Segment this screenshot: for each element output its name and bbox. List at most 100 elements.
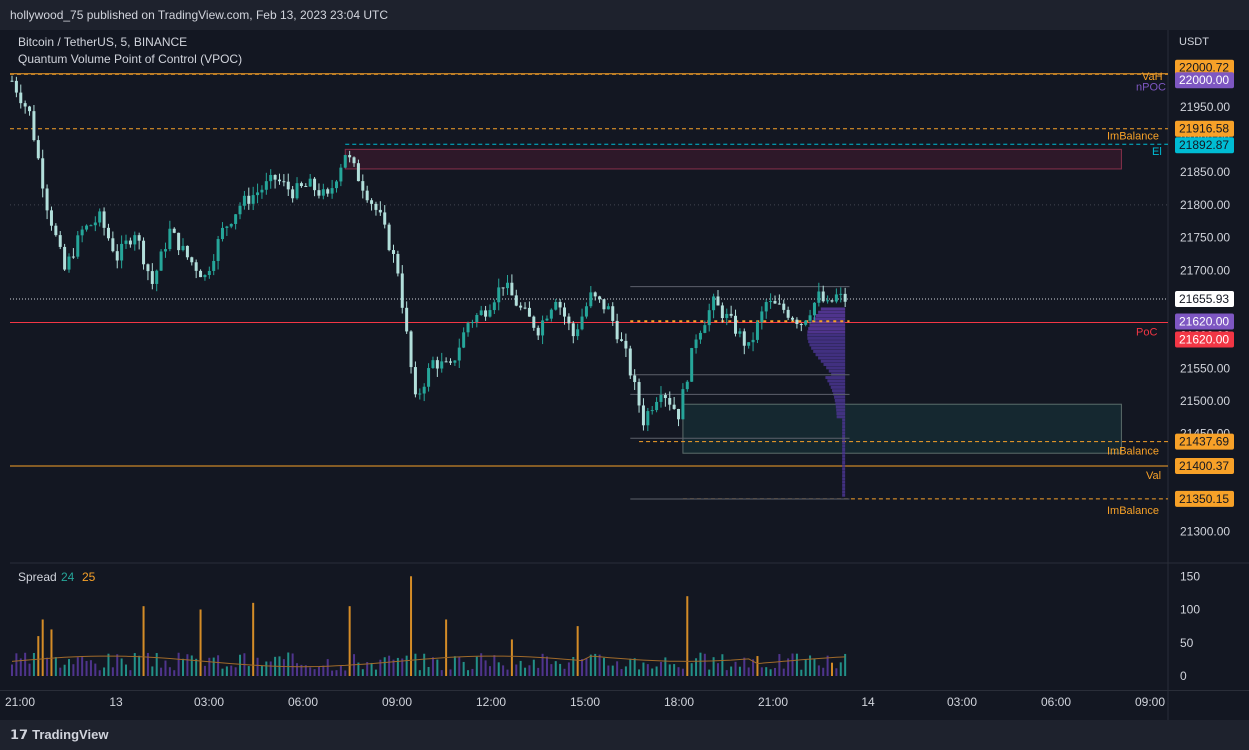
- price-label-vah: 22000.00: [1179, 73, 1229, 87]
- imbalance-tag-3: ImBalance: [1107, 505, 1159, 517]
- candle-body: [760, 311, 764, 323]
- volume-profile-bar: [842, 470, 846, 474]
- y-tick-label: 21700.00: [1180, 263, 1230, 277]
- spread-bar: [260, 665, 263, 676]
- volume-profile-bar: [809, 343, 846, 347]
- candle-body: [501, 287, 505, 289]
- spread-bar: [85, 660, 88, 676]
- spread-bar: [388, 655, 391, 676]
- candle-body: [839, 293, 843, 295]
- spread-bar: [203, 665, 206, 676]
- candle-body: [299, 183, 303, 187]
- candle-body: [668, 398, 672, 405]
- spread-bar: [129, 670, 132, 676]
- spread-bar: [449, 669, 452, 676]
- x-tick-label: 12:00: [476, 695, 506, 709]
- volume-profile-bar: [829, 382, 846, 386]
- volume-profile-bar: [834, 395, 846, 399]
- candle-body: [541, 320, 545, 336]
- candle-body: [510, 282, 514, 296]
- candle-body: [242, 195, 246, 206]
- candle-body: [545, 318, 549, 321]
- spread-ma-line: [11, 655, 846, 668]
- x-tick-label: 06:00: [288, 695, 318, 709]
- spread-bar: [747, 667, 750, 676]
- candle-body: [804, 320, 808, 325]
- candle-body: [36, 140, 40, 159]
- spread-bar: [177, 652, 180, 676]
- spread-bar: [282, 659, 285, 676]
- candle-body: [716, 296, 720, 306]
- candle-body: [558, 301, 562, 308]
- volume-profile-bar: [842, 490, 846, 494]
- spread-bar: [458, 656, 461, 676]
- candle-body: [391, 250, 395, 254]
- candle-body: [655, 401, 659, 411]
- spread-bar: [572, 656, 575, 676]
- y-tick-label: 21850.00: [1180, 165, 1230, 179]
- legend-symbol: Bitcoin / TetherUS, 5, BINANCE: [18, 35, 187, 49]
- tradingview-logo[interactable]: 𝟭𝟳 TradingView: [10, 727, 108, 743]
- x-tick-label: 21:00: [758, 695, 788, 709]
- spread-bar: [423, 653, 426, 676]
- spread-bar: [554, 661, 557, 676]
- spread-bar: [809, 655, 812, 676]
- spread-bar: [506, 669, 509, 676]
- candle-body: [795, 319, 799, 325]
- spread-bar: [594, 653, 597, 676]
- candle-body: [821, 291, 825, 302]
- spread-bar: [54, 657, 57, 676]
- candle-body: [466, 323, 470, 333]
- spread-bar: [524, 667, 527, 676]
- spread-bar: [190, 655, 193, 676]
- candle-body: [106, 227, 110, 239]
- volume-profile-bar: [820, 307, 846, 311]
- imbalance-tag-2: ImBalance: [1107, 446, 1159, 458]
- spread-bar: [32, 652, 35, 676]
- spread-bar: [300, 664, 303, 676]
- price-label-val: 21400.37: [1179, 459, 1229, 473]
- volume-profile-bar: [815, 353, 846, 357]
- candle-body: [124, 240, 128, 244]
- candle-body: [703, 325, 707, 333]
- spread-bar: [239, 654, 242, 676]
- candle-body: [563, 307, 567, 317]
- candle-body: [567, 316, 571, 324]
- volume-profile-bar: [842, 461, 846, 465]
- spread-bar: [326, 659, 329, 676]
- candle-body: [234, 214, 238, 224]
- candle-body: [777, 303, 781, 305]
- volume-profile-bar: [818, 310, 846, 314]
- volume-profile-bar: [842, 474, 846, 478]
- candle-body: [747, 342, 751, 346]
- spread-bar: [234, 667, 237, 676]
- candle-body: [326, 189, 330, 194]
- candle-body: [707, 310, 711, 326]
- candle-body: [492, 302, 496, 311]
- candle-body: [93, 222, 97, 226]
- spread-y-tick: 50: [1180, 636, 1194, 650]
- x-tick-label: 21:00: [5, 695, 35, 709]
- spread-bar: [528, 665, 531, 676]
- volume-profile-bar: [842, 477, 846, 481]
- spread-bar: [212, 657, 215, 676]
- spread-bar: [629, 658, 632, 676]
- spread-bar: [769, 669, 772, 676]
- spread-bar: [567, 662, 570, 676]
- spread-bar: [633, 658, 636, 676]
- candle-body: [225, 226, 229, 228]
- spread-bar: [616, 661, 619, 676]
- spread-bar: [497, 662, 500, 676]
- candle-body: [536, 327, 540, 336]
- candle-body: [554, 301, 558, 310]
- spread-bar: [532, 659, 535, 676]
- spread-bar: [440, 670, 443, 676]
- candle-body: [159, 251, 163, 271]
- spread-y-tick: 0: [1180, 669, 1187, 683]
- spread-bar: [339, 665, 342, 676]
- y-tick-label: 21950.00: [1180, 100, 1230, 114]
- candle-body: [620, 339, 624, 341]
- chart-area[interactable]: Bitcoin / TetherUS, 5, BINANCE Quantum Vo…: [0, 30, 1249, 720]
- spread-bar: [379, 659, 382, 676]
- spread-bar: [98, 670, 101, 676]
